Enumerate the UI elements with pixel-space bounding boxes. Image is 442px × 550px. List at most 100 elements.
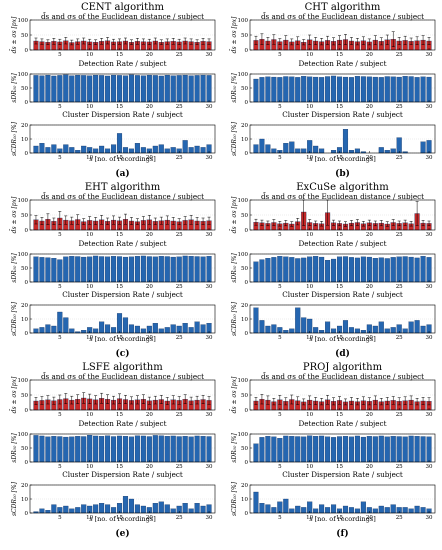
- subplot-detection: Detection Rate / subject 0 50 100 5 10 15 20 25 3…: [231, 419, 436, 470]
- y-axis-label: sDR₀₀ [%]: [231, 253, 238, 283]
- bar: [420, 76, 426, 103]
- y-axis-label: d̄s ± σs [px]: [11, 16, 18, 53]
- bar: [182, 323, 188, 334]
- x-tick-label: 25: [396, 155, 403, 161]
- bar: [182, 140, 188, 154]
- bar: [194, 503, 200, 514]
- bar: [313, 76, 319, 103]
- bar: [342, 256, 349, 283]
- bar: [414, 320, 420, 334]
- subplot-title: Cluster Dispersion Rate / subject: [62, 290, 183, 299]
- bar: [414, 257, 420, 283]
- x-tick-label: 10: [86, 284, 93, 290]
- bar: [390, 76, 396, 103]
- bar: [342, 436, 349, 463]
- bar: [390, 327, 396, 334]
- x-tick-label: 5: [58, 232, 62, 238]
- bar: [378, 505, 384, 514]
- y-axis-label: sCDR₀₀ [%]: [11, 301, 18, 336]
- bar: [69, 508, 75, 514]
- bar: [182, 503, 188, 514]
- bar: [271, 257, 277, 283]
- bar: [99, 503, 105, 514]
- bar: [45, 147, 51, 154]
- bar: [69, 436, 75, 463]
- bar: [331, 150, 337, 154]
- bar: [158, 144, 164, 154]
- bar: [39, 508, 45, 514]
- bar: [105, 148, 111, 154]
- bar: [170, 147, 176, 154]
- bar: [116, 75, 123, 103]
- bar: [146, 256, 152, 283]
- bar: [51, 144, 57, 154]
- x-tick-label: 10: [306, 412, 313, 418]
- subplot-title: Detection Rate / subject: [79, 419, 167, 428]
- x-tick-label: 25: [176, 464, 183, 470]
- bar: [111, 144, 117, 154]
- bar: [146, 436, 152, 463]
- bar: [122, 147, 129, 154]
- x-tick-label: 20: [146, 104, 153, 110]
- y-axis-label: sDR₀₀ [%]: [11, 253, 18, 283]
- x-tick-label: 20: [366, 232, 373, 238]
- subplot-title: d̄s and σs of the Euclidean distance / s…: [41, 11, 204, 21]
- y-tick-label: 50: [241, 446, 248, 452]
- bar: [170, 508, 176, 514]
- bar: [111, 436, 117, 463]
- x-tick-label: 15: [336, 515, 343, 521]
- bar: [111, 256, 117, 283]
- x-tick-label: 15: [116, 155, 123, 161]
- bar: [319, 330, 325, 334]
- bar: [408, 76, 414, 103]
- y-tick-label: 50: [241, 86, 248, 92]
- x-tick-label: 30: [426, 155, 433, 161]
- bar: [170, 256, 176, 283]
- bar: [206, 436, 212, 463]
- subplot-dispersion: Cluster Dispersion Rate / subject 0 10 20 5 1…: [11, 110, 216, 161]
- bar: [402, 328, 408, 334]
- y-tick-label: 0: [245, 408, 249, 414]
- bar: [253, 307, 259, 334]
- bar: [295, 258, 301, 283]
- x-tick-label: 20: [146, 232, 153, 238]
- x-axis-label: s [no. of recordings]: [89, 515, 156, 523]
- x-tick-label: 15: [116, 52, 123, 58]
- bar: [295, 505, 301, 514]
- bar: [259, 320, 265, 334]
- y-tick-label: 100: [238, 378, 249, 384]
- bar: [93, 255, 99, 283]
- subplot-title: d̄s and σs of the Euclidean distance / s…: [261, 191, 424, 201]
- bar: [105, 256, 111, 283]
- bar: [200, 256, 206, 283]
- bar: [99, 145, 105, 154]
- x-tick-label: 5: [58, 284, 62, 290]
- bar: [390, 257, 396, 283]
- subplot-title: d̄s and σs of the Euclidean distance / s…: [41, 191, 204, 201]
- y-axis-label: d̄s ± σs [px]: [231, 376, 238, 413]
- bar: [390, 436, 396, 463]
- y-tick-label: 0: [25, 408, 29, 414]
- x-tick-label: 30: [206, 232, 213, 238]
- bar: [39, 327, 45, 334]
- bar: [140, 505, 146, 514]
- panel-title: ExCuSe algorithm: [296, 182, 389, 193]
- bar: [265, 258, 271, 283]
- x-tick-label: 25: [176, 52, 183, 58]
- x-tick-label: 10: [306, 335, 313, 341]
- bar: [259, 138, 265, 154]
- bar: [93, 435, 99, 463]
- bar: [81, 504, 87, 514]
- bar: [122, 436, 129, 463]
- bar: [63, 144, 69, 154]
- x-tick-label: 20: [146, 515, 153, 521]
- bar: [259, 437, 265, 463]
- bar: [378, 77, 384, 103]
- subplot-detection: Detection Rate / subject 0 50 100 5 10 15 20 25 3…: [11, 419, 216, 470]
- x-tick-label: 5: [278, 155, 282, 161]
- y-tick-label: 10: [21, 137, 28, 143]
- bar: [170, 435, 176, 463]
- y-tick-label: 0: [245, 511, 249, 517]
- bar: [182, 74, 188, 103]
- y-tick-label: 0: [245, 280, 249, 286]
